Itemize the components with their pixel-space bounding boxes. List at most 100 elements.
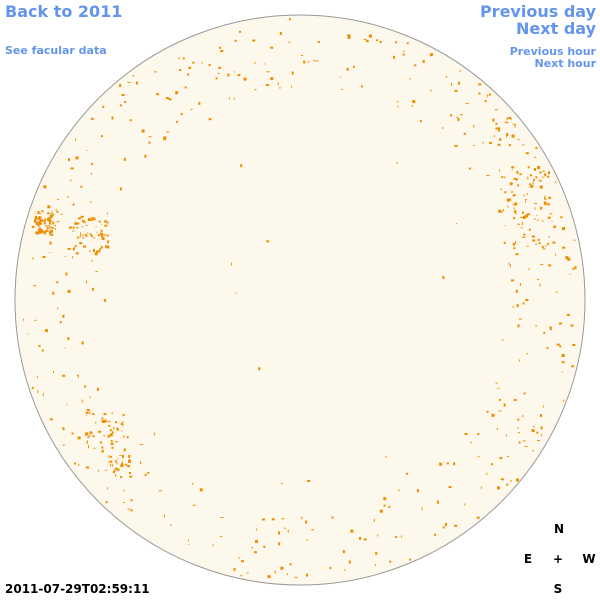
facula bbox=[446, 462, 449, 465]
facula bbox=[497, 387, 500, 389]
facula bbox=[100, 245, 102, 247]
facula bbox=[175, 120, 178, 123]
facula bbox=[510, 118, 512, 121]
facula bbox=[140, 444, 143, 446]
facula bbox=[395, 536, 398, 538]
facula bbox=[101, 449, 104, 453]
facula bbox=[463, 132, 466, 135]
facula bbox=[347, 35, 351, 39]
facula bbox=[537, 238, 540, 241]
facula bbox=[74, 245, 77, 248]
facula bbox=[79, 242, 83, 245]
next-hour-link[interactable]: Next hour bbox=[534, 57, 597, 70]
facula bbox=[498, 129, 501, 132]
facula bbox=[540, 414, 542, 417]
facula bbox=[409, 78, 412, 80]
facula bbox=[439, 462, 443, 466]
facula bbox=[51, 210, 53, 213]
facula bbox=[107, 240, 110, 242]
facula bbox=[523, 233, 526, 236]
facula bbox=[153, 432, 155, 436]
facula bbox=[44, 221, 46, 225]
facula bbox=[548, 264, 552, 267]
facula bbox=[80, 185, 83, 188]
facula bbox=[511, 169, 513, 171]
back-link[interactable]: Back to 2011 bbox=[5, 2, 123, 21]
facula bbox=[266, 71, 270, 73]
facula bbox=[35, 213, 37, 215]
facula bbox=[77, 436, 81, 440]
facula bbox=[255, 528, 257, 531]
facula bbox=[543, 331, 546, 334]
facula bbox=[501, 210, 503, 213]
facula bbox=[82, 226, 83, 228]
facula bbox=[199, 488, 203, 492]
facula bbox=[35, 221, 38, 224]
facula bbox=[539, 179, 542, 182]
facula bbox=[469, 167, 472, 170]
facula bbox=[122, 423, 124, 427]
facula bbox=[281, 518, 285, 520]
facula bbox=[187, 73, 190, 76]
facula bbox=[90, 172, 92, 175]
facula bbox=[265, 84, 269, 87]
facula bbox=[119, 187, 122, 191]
facula bbox=[525, 299, 529, 301]
facula bbox=[234, 71, 235, 73]
facula bbox=[573, 239, 576, 241]
facula bbox=[55, 208, 57, 211]
facula bbox=[22, 318, 24, 321]
facula bbox=[394, 41, 397, 44]
facula bbox=[42, 220, 44, 223]
facula bbox=[555, 253, 557, 256]
facula bbox=[123, 448, 126, 452]
facula bbox=[482, 141, 484, 144]
facula bbox=[519, 318, 522, 320]
facular-link[interactable]: See facular data bbox=[5, 44, 107, 57]
facula bbox=[375, 551, 378, 555]
facula bbox=[549, 196, 552, 199]
facula bbox=[85, 233, 88, 237]
facula bbox=[104, 419, 107, 423]
facula bbox=[498, 410, 502, 412]
next-day-link[interactable]: Next day bbox=[516, 19, 596, 38]
facula bbox=[45, 225, 47, 227]
facula bbox=[396, 161, 398, 164]
facula bbox=[522, 302, 525, 305]
facula bbox=[535, 324, 537, 327]
facula bbox=[104, 219, 107, 223]
facula bbox=[89, 431, 93, 434]
facula bbox=[522, 144, 525, 146]
facula bbox=[501, 339, 504, 341]
facula bbox=[531, 429, 535, 433]
previous-day-link[interactable]: Previous day bbox=[479, 2, 596, 21]
facula bbox=[122, 460, 124, 463]
previous-hour-link[interactable]: Previous hour bbox=[509, 45, 596, 58]
facula bbox=[517, 139, 520, 141]
facula bbox=[67, 247, 71, 250]
facula bbox=[89, 233, 92, 236]
facula bbox=[188, 66, 192, 69]
facula bbox=[103, 413, 107, 416]
facula bbox=[533, 239, 535, 241]
facula bbox=[241, 560, 244, 563]
facula bbox=[253, 551, 257, 554]
facula bbox=[489, 141, 492, 144]
facula bbox=[190, 108, 193, 110]
facula bbox=[100, 441, 102, 444]
facula bbox=[535, 147, 538, 149]
facula bbox=[192, 504, 196, 506]
facula bbox=[127, 508, 131, 510]
facula bbox=[288, 18, 291, 21]
facula bbox=[235, 292, 237, 294]
compass-west: W bbox=[582, 552, 596, 566]
facula bbox=[34, 319, 37, 321]
facula bbox=[67, 196, 69, 198]
facula bbox=[80, 232, 81, 235]
facula bbox=[188, 544, 190, 546]
facula bbox=[363, 538, 367, 541]
facula bbox=[114, 460, 117, 463]
facula bbox=[106, 212, 108, 215]
facula bbox=[532, 450, 535, 452]
